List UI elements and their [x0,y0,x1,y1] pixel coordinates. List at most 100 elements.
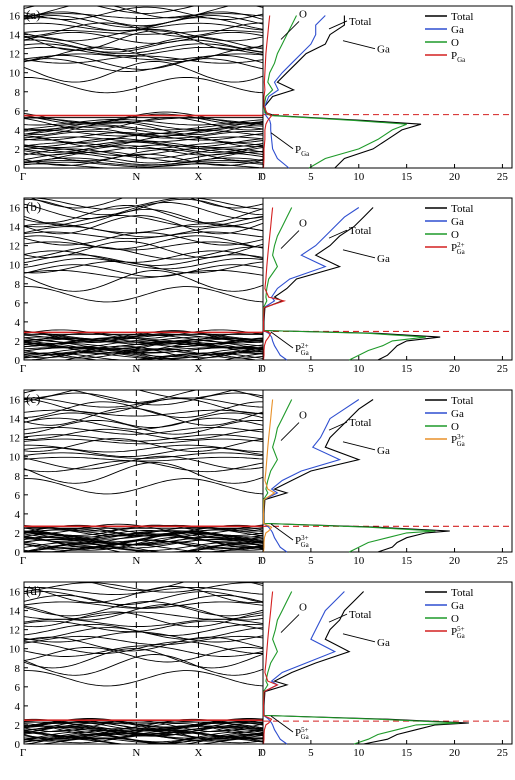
dos-series-o [262,591,460,745]
conduction-band [24,601,263,609]
legend-label-p: PGa [451,50,466,64]
x-tick-label: 0 [260,747,266,759]
conduction-band [24,417,263,430]
y-tick-label: 4 [15,125,21,137]
band-curves [24,390,263,552]
dos-series-ga [262,207,360,361]
k-point-label: Γ [20,747,26,759]
y-tick-label: 16 [9,395,21,407]
conduction-band [24,202,263,219]
valence-band [24,123,263,131]
k-point-label: Γ [20,363,26,375]
x-tick-label: 15 [401,747,413,759]
k-point-label: X [194,555,202,567]
x-tick-label: 20 [449,363,461,375]
x-tick-label: 5 [308,363,314,375]
annotation-p-sub: Ga [301,733,310,741]
valence-band [24,723,263,736]
conduction-band [24,582,263,592]
panel-label: (c) [26,391,40,406]
valence-band [24,117,263,124]
y-tick-label: 8 [15,663,21,675]
valence-band [24,339,263,348]
valence-band [24,134,263,148]
legend-label: O [451,229,459,241]
annotation-total-pointer [328,229,348,239]
y-tick-label: 10 [9,260,21,272]
conduction-band [24,22,263,32]
y-tick-label: 14 [9,30,21,42]
conduction-band [24,39,263,53]
conduction-band [24,22,263,37]
valence-band [24,539,263,549]
conduction-band [24,409,263,417]
annotation-total: Total [349,417,371,429]
valence-band [24,342,263,351]
conduction-band [29,198,263,209]
x-tick-label: 25 [497,363,509,375]
y-tick-label: 2 [15,144,21,156]
valence-band [24,161,263,168]
conduction-band [24,60,263,83]
annotation-total-pointer [328,421,348,431]
legend-label-p-sub: Ga [457,248,466,256]
conduction-band [24,645,263,657]
legend-label-p: P5+ Ga [451,625,466,640]
annotation-ga-pointer [342,40,376,50]
x-tick-label: 0 [260,555,266,567]
conduction-band [24,646,263,663]
annotation-p-base: P [295,343,301,355]
valence-band [24,153,263,166]
conduction-band [24,43,263,55]
y-tick-label: 2 [15,336,21,348]
x-tick-label: 15 [401,363,413,375]
conduction-band [24,591,263,605]
valence-band [24,332,263,343]
band-structure-plot: 0 2 4 6 8 10 12 14 16 Γ N X Γ (a) [9,5,264,183]
conduction-band [24,215,263,228]
k-point-label: Γ [20,555,26,567]
band-structure-plot: 0 2 4 6 8 10 12 14 16 Γ N X Γ (d) [9,581,264,759]
valence-band [24,130,263,139]
panel-label: (a) [26,7,40,22]
valence-band [24,524,263,532]
conduction-band [24,198,263,210]
conduction-band [24,456,263,462]
annotation-p-pointer [270,331,294,349]
valence-band [24,151,263,163]
conduction-band [24,392,263,406]
conduction-band [24,452,263,459]
y-tick-label: 12 [9,625,20,637]
x-tick-label: 10 [353,171,365,183]
conduction-band [24,398,263,414]
y-tick-label: 6 [15,490,21,502]
annotation-ga: Ga [377,445,390,457]
valence-band [24,342,263,354]
valence-band [24,530,263,540]
annotation-o: O [299,8,307,20]
conduction-band [24,401,263,418]
x-tick-label: 20 [449,747,461,759]
band-structure-plot: 0 2 4 6 8 10 12 14 16 Γ N X Γ (b) [9,197,264,375]
conduction-band [24,6,263,14]
annotation-o: O [299,410,307,422]
conduction-band [24,286,263,303]
y-tick-label: 14 [9,414,21,426]
legend-label: Ga [451,408,464,420]
dos-series-o [262,207,426,361]
valence-band [24,126,263,137]
annotation-p: P3+ Ga [295,534,310,549]
conduction-band [24,46,263,57]
valence-band [24,539,263,546]
y-tick-label: 14 [9,222,21,234]
conduction-band [24,53,263,61]
y-tick-label: 2 [15,720,21,732]
conduction-band [24,269,263,279]
annotation-p-base: P [295,535,301,547]
valence-band [24,149,263,162]
legend-label: O [451,613,459,625]
valence-band [24,731,263,743]
